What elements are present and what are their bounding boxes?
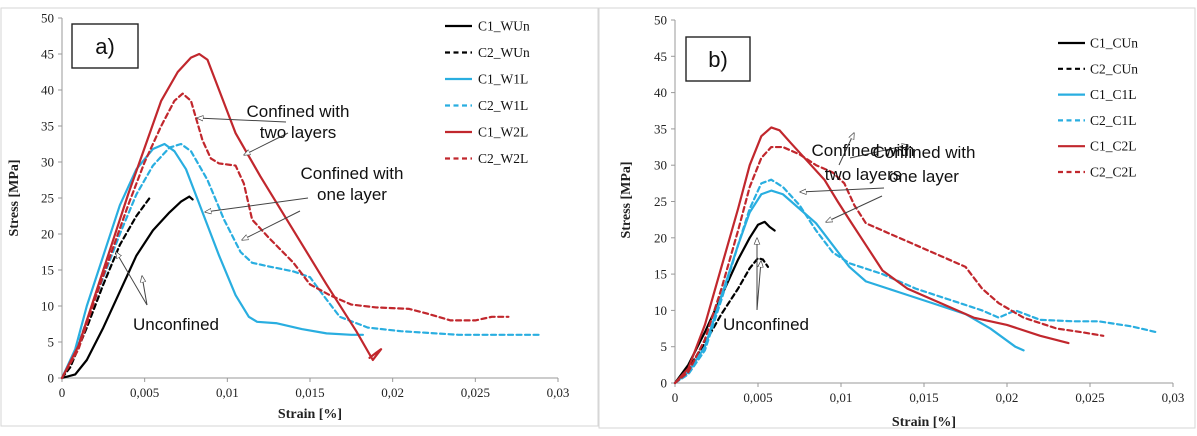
legend-entry-label: C1_C1L <box>1090 87 1137 102</box>
series-line-c2-w2l <box>60 92 510 380</box>
annotation-text: Confined with <box>300 164 403 183</box>
x-tick-label: 0,005 <box>130 385 159 400</box>
y-tick-label: 10 <box>41 299 54 314</box>
annotation-arrow <box>242 210 301 240</box>
y-tick-label: 25 <box>41 191 54 206</box>
y-tick-label: 0 <box>48 371 55 386</box>
series-line-c1-c2l <box>673 126 1070 385</box>
annotation-arrow <box>205 197 309 212</box>
x-tick-label: 0,025 <box>461 385 490 400</box>
annotation-text: two layers <box>260 123 337 142</box>
annotation-text: Confined with <box>811 141 914 160</box>
annotation-arrow <box>849 145 908 159</box>
y-tick-label: 40 <box>654 85 667 100</box>
x-tick-label: 0,015 <box>295 385 324 400</box>
panel-label: a) <box>95 34 115 59</box>
x-tick-label: 0,03 <box>547 385 570 400</box>
x-tick-label: 0,01 <box>830 390 853 405</box>
legend-entry-label: C2_C1L <box>1090 113 1137 128</box>
series-line-c2-wun <box>60 196 151 380</box>
chart-b-svg: 0 5 10 15 20 25 30 35 40 45 50 0 0,005 0,01 0,015 0,02 0… <box>598 7 1196 430</box>
x-tick-label: 0,015 <box>909 390 938 405</box>
y-axis-label: Stress [MPa] <box>7 159 22 236</box>
y-tick-label: 20 <box>654 230 667 245</box>
x-tick-label: 0,025 <box>1075 390 1104 405</box>
x-tick-label: 0,02 <box>381 385 404 400</box>
annotation-arrow <box>197 118 287 123</box>
annotation-text: Unconfined <box>723 315 809 334</box>
panel-label: b) <box>708 47 728 72</box>
x-tick-label: 0,02 <box>996 390 1019 405</box>
annotation-text: Confined with <box>872 143 975 162</box>
series-line-c1-wun <box>60 195 194 380</box>
y-tick-label: 35 <box>41 119 54 134</box>
panel-label-box <box>685 36 751 82</box>
x-tick-label: 0 <box>59 385 66 400</box>
legend-entry-label: C2_W1L <box>478 98 528 113</box>
y-tick-label: 5 <box>661 339 668 354</box>
annotation-text: Confined with <box>246 102 349 121</box>
legend-entry-label: C2_C2L <box>1090 165 1137 180</box>
annotation-arrow <box>800 187 885 192</box>
legend-entry-label: C2_W2L <box>478 151 528 166</box>
legend-entry-label: C2_WUn <box>478 45 530 60</box>
legend-entry-label: C1_W2L <box>478 125 528 140</box>
annotation-arrow <box>244 132 289 155</box>
chart-a-svg: 0 5 10 15 20 25 30 35 40 45 50 0 0,005 0,01 0,015 0,02 0… <box>0 7 599 427</box>
y-tick-label: 50 <box>654 13 667 28</box>
y-tick-label: 15 <box>654 267 667 282</box>
y-tick-label: 45 <box>41 47 54 62</box>
chart-panel-b: 0 5 10 15 20 25 30 35 40 45 50 0 0,005 0,01 0,015 0,02 0… <box>598 0 1197 436</box>
annotation-arrow <box>142 276 148 306</box>
legend-entry-label: C1_WUn <box>478 19 530 34</box>
x-tick-label: 0,005 <box>743 390 772 405</box>
chart-panel-a: 0 5 10 15 20 25 30 35 40 45 50 0 0,005 0,01 0,015 0,02 0… <box>0 7 599 427</box>
chart-frame <box>0 7 599 427</box>
legend-entry-label: C1_W1L <box>478 72 528 87</box>
annotation-text: two layers <box>825 165 902 184</box>
y-tick-label: 30 <box>41 155 54 170</box>
x-tick-label: 0,01 <box>216 385 239 400</box>
x-axis-label: Strain [%] <box>278 407 342 422</box>
annotation-arrow <box>838 133 854 166</box>
panel-label-box <box>71 23 139 69</box>
annotation-text: one layer <box>317 185 387 204</box>
annotation-arrow <box>826 195 883 222</box>
x-tick-label: 0 <box>672 390 679 405</box>
annotation-text: Unconfined <box>133 315 219 334</box>
series-line-c2-c1l <box>673 178 1158 385</box>
y-tick-label: 15 <box>41 263 54 278</box>
y-tick-label: 35 <box>654 121 667 136</box>
legend-entry-label: C1_CUn <box>1090 36 1138 51</box>
y-tick-label: 0 <box>661 376 668 391</box>
y-tick-label: 10 <box>654 303 667 318</box>
y-axis-label: Stress [MPa] <box>619 161 634 238</box>
y-tick-label: 25 <box>654 194 667 209</box>
series-line-c2-c2l <box>673 145 1105 385</box>
annotation-text: one layer <box>889 167 959 186</box>
y-tick-label: 30 <box>654 158 667 173</box>
y-tick-label: 50 <box>41 11 54 26</box>
x-tick-label: 0,03 <box>1162 390 1185 405</box>
legend-entry-label: C1_C2L <box>1090 139 1137 154</box>
x-axis-label: Strain [%] <box>892 415 956 430</box>
annotation-arrow <box>756 261 761 311</box>
y-tick-label: 45 <box>654 49 667 64</box>
y-tick-label: 40 <box>41 83 54 98</box>
legend-entry-label: C2_CUn <box>1090 61 1138 76</box>
series-line-c1-w1l <box>60 142 365 380</box>
annotation-arrow <box>116 252 148 306</box>
y-tick-label: 5 <box>48 335 55 350</box>
y-tick-label: 20 <box>41 227 54 242</box>
series-line-c1-w2l <box>60 52 383 380</box>
